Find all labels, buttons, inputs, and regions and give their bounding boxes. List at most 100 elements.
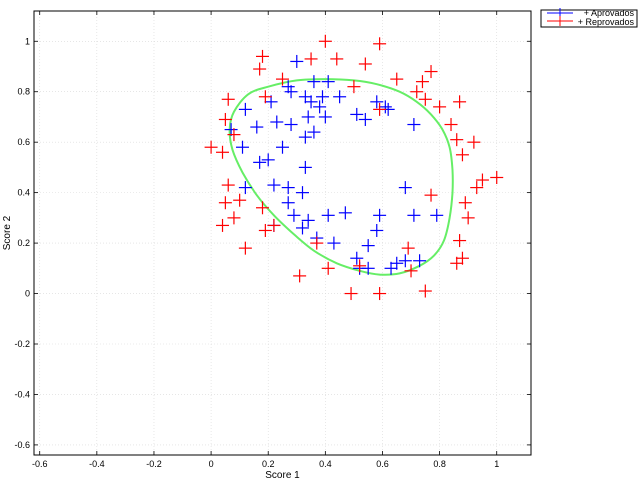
grid-lines [34, 11, 531, 455]
aprovado-marker [413, 254, 427, 268]
reprovado-marker [304, 52, 318, 66]
reprovado-marker [418, 92, 432, 106]
reprovado-marker [415, 75, 429, 89]
reprovado-marker [218, 196, 232, 210]
y-tick-label: 0.6 [17, 137, 30, 147]
x-axis-label: Score 1 [265, 470, 300, 480]
reprovado-marker [344, 287, 358, 301]
aprovado-marker [298, 90, 312, 104]
aprovado-marker [307, 125, 321, 139]
reprovado-marker [410, 85, 424, 99]
y-tick-label: 1 [25, 36, 30, 46]
reprovado-marker [218, 112, 232, 126]
x-tick-label: 0.4 [319, 459, 332, 469]
reprovado-marker [424, 188, 438, 202]
reprovado-marker [238, 241, 252, 255]
y-tick-label: 0.8 [17, 87, 30, 97]
aprovado-marker [267, 178, 281, 192]
reprovado-marker [227, 211, 241, 225]
x-tick-label: -0.2 [146, 459, 162, 469]
aprovado-marker [321, 208, 335, 222]
legend-box [540, 9, 638, 28]
x-tick-label: 1 [494, 459, 499, 469]
y-axis-label: Score 2 [2, 215, 13, 250]
x-tick-label: -0.6 [32, 459, 48, 469]
aprovado-marker [350, 251, 364, 265]
aprovado-marker [253, 155, 267, 169]
reprovado-marker [318, 34, 332, 48]
aprovado-marker [378, 100, 392, 114]
legend: + Aprovados + Reprovados [540, 8, 638, 28]
x-tick-label: -0.4 [89, 459, 105, 469]
aprovado-marker [284, 85, 298, 99]
reprovado-marker [204, 140, 218, 154]
aprovado-marker [301, 213, 315, 227]
reprovado-marker [461, 211, 475, 225]
reprovado-marker [470, 181, 484, 195]
aprovado-marker [361, 239, 375, 253]
aprovado-marker [398, 181, 412, 195]
aprovado-marker [370, 95, 384, 109]
reprovado-marker [276, 72, 289, 86]
reprovado-marker [227, 128, 241, 142]
reprovado-marker [258, 223, 272, 237]
aprovado-marker [370, 223, 384, 237]
aprovado-marker [295, 221, 309, 235]
reprovado-marker [358, 57, 372, 71]
aprovado-marker [321, 75, 335, 89]
reprovado-marker [475, 173, 489, 187]
data-markers [204, 34, 504, 301]
aprovado-marker [384, 261, 398, 275]
reprovado-marker [347, 80, 361, 94]
aprovado-marker [315, 90, 329, 104]
aprovado-marker [250, 120, 264, 134]
reprovado-marker [455, 148, 469, 162]
aprovado-marker [298, 160, 312, 174]
aprovado-marker [398, 254, 412, 268]
reprovado-marker [310, 236, 324, 250]
aprovado-marker [264, 95, 278, 109]
aprovado-marker [390, 256, 404, 270]
reprovado-marker [253, 62, 267, 76]
reprovado-marker [330, 52, 344, 66]
aprovado-marker [270, 115, 284, 129]
reprovado-marker [450, 256, 464, 270]
reprovado-marker [401, 241, 415, 255]
aprovado-marker [236, 140, 250, 154]
aprovado-marker [287, 208, 301, 222]
legend-label-reprovados: + Reprovados [578, 17, 635, 27]
decision-boundary-layer [228, 78, 454, 276]
aprovado-marker [281, 80, 295, 94]
reprovado-marker [467, 135, 481, 149]
aprovado-marker [295, 186, 309, 200]
reprovado-marker [373, 102, 387, 116]
aprovado-marker [338, 206, 352, 220]
aprovado-marker [238, 181, 252, 195]
aprovado-marker [238, 102, 252, 116]
reprovado-marker [390, 72, 404, 86]
reprovado-marker [453, 95, 467, 109]
reprovado-marker [256, 201, 270, 215]
aprovado-marker [333, 90, 347, 104]
reprovado-marker [373, 37, 387, 51]
aprovado-marker [301, 110, 315, 124]
reprovado-marker [221, 178, 235, 192]
reprovado-marker [267, 218, 281, 232]
reprovado-marker [418, 284, 432, 298]
aprovado-marker [361, 261, 375, 275]
y-tick-label: -0.6 [14, 440, 30, 450]
reprovado-marker [490, 171, 504, 184]
aprovado-marker [350, 107, 364, 121]
aprovado-marker [290, 54, 304, 68]
reprovado-marker [458, 196, 472, 210]
reprovado-marker [433, 100, 447, 114]
reprovado-marker [353, 259, 367, 273]
reprovado-marker [453, 234, 467, 248]
y-tick-label: -0.4 [14, 389, 30, 399]
reprovado-marker [321, 261, 335, 275]
reprovado-marker [216, 145, 230, 159]
y-tick-label: -0.2 [14, 339, 30, 349]
aprovado-marker [298, 130, 312, 144]
y-tick-label: 0.2 [17, 238, 30, 248]
aprovado-marker [284, 118, 298, 132]
